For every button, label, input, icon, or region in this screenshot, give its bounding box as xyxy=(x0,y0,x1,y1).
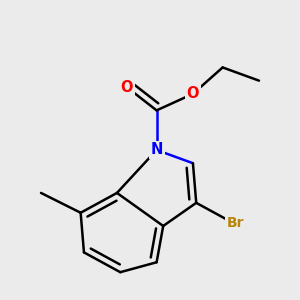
Text: N: N xyxy=(150,142,163,158)
Text: Br: Br xyxy=(227,216,244,230)
Text: O: O xyxy=(121,80,133,95)
Text: O: O xyxy=(187,86,199,101)
